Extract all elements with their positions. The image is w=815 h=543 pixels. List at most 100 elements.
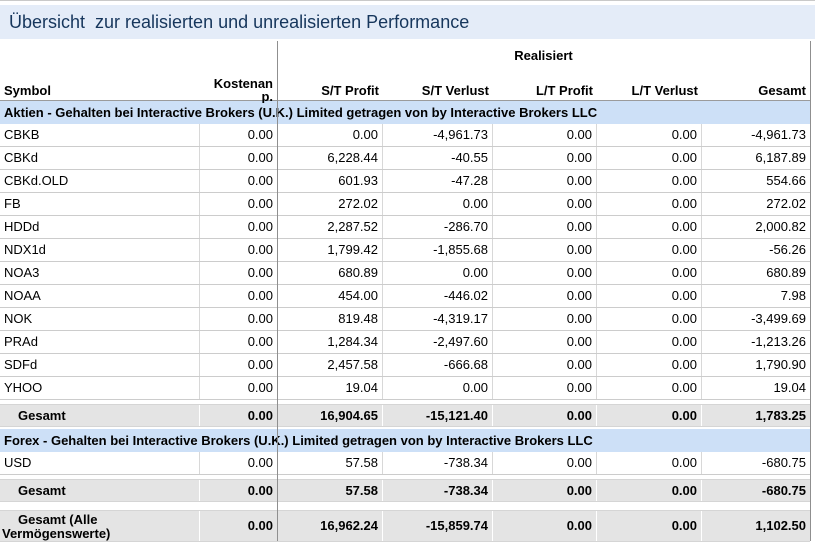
- table-row: PRAd 0.00 1,284.34 -2,497.60 0.00 0.00 -1,213.…: [0, 331, 810, 354]
- section-header: Aktien - Gehalten bei Interactive Broker…: [0, 101, 810, 124]
- total-value-cell: -738.34: [383, 480, 493, 501]
- row-value-cell: 0.00: [247, 380, 273, 395]
- symbol-cell: USD: [0, 452, 200, 474]
- row-value-cell: -446.02: [383, 285, 493, 307]
- page-title: Übersicht zur realisierten und unrealisi…: [9, 12, 470, 32]
- col-header-lt-profit: L/T Profit: [535, 83, 593, 98]
- col-header-st-verlust: S/T Verlust: [421, 83, 489, 98]
- column-header-row: Symbol Kostenan p. S/T Profit S/T Verlus…: [0, 72, 810, 103]
- row-value-cell: 7.98: [780, 288, 806, 303]
- symbol-cell: PRAd: [0, 331, 200, 353]
- row-value-cell: 272.02: [277, 193, 383, 215]
- row-value-cell: -4,319.17: [383, 308, 493, 330]
- row-value-cell: 0.00: [247, 265, 273, 280]
- col-header-symbol: Symbol: [4, 83, 51, 98]
- row-gap: [0, 427, 810, 429]
- symbol-cell: NOAA: [0, 285, 200, 307]
- row-value-cell: 19.04: [773, 380, 806, 395]
- row-value-cell: 0.00: [247, 288, 273, 303]
- row-value-cell: 0.00: [247, 173, 273, 188]
- row-value-cell: -56.26: [769, 242, 806, 257]
- total-value-cell: 57.58: [277, 480, 383, 501]
- table-row: NOK 0.00 819.48 -4,319.17 0.00 0.00 -3,499.69: [0, 308, 810, 331]
- row-value-cell: 0.00: [493, 331, 597, 353]
- symbol-cell: YHOO: [0, 377, 200, 399]
- performance-table: Realisiert Symbol Kostenan p. S/T Profit…: [0, 41, 811, 542]
- row-value-cell: 57.58: [277, 452, 383, 474]
- table-row: FB 0.00 272.02 0.00 0.00 0.00 272.02: [0, 193, 810, 216]
- row-value-cell: 0.00: [597, 239, 702, 261]
- symbol-cell: SDFd: [0, 354, 200, 376]
- row-value-cell: 0.00: [247, 150, 273, 165]
- grand-total-value-cell: 0.00: [247, 518, 273, 533]
- row-value-cell: 0.00: [247, 127, 273, 142]
- row-value-cell: -1,855.68: [383, 239, 493, 261]
- total-label-cell: Gesamt: [0, 405, 200, 426]
- row-value-cell: 0.00: [597, 193, 702, 215]
- row-value-cell: 0.00: [597, 216, 702, 238]
- row-value-cell: 6,228.44: [277, 147, 383, 169]
- table-body: Aktien - Gehalten bei Interactive Broker…: [0, 101, 811, 542]
- grand-total-row: Gesamt (Alle Vermögenswerte) 0.00 16,962.24…: [0, 510, 810, 542]
- total-value-cell: 0.00: [247, 483, 273, 498]
- col-header-lt-verlust: L/T Verlust: [631, 83, 698, 98]
- row-value-cell: 19.04: [277, 377, 383, 399]
- row-value-cell: 1,284.34: [277, 331, 383, 353]
- symbol-cell: NOA3: [0, 262, 200, 284]
- row-value-cell: 0.00: [493, 262, 597, 284]
- table-row: YHOO 0.00 19.04 0.00 0.00 0.00 19.04: [0, 377, 810, 400]
- row-value-cell: 0.00: [597, 377, 702, 399]
- grand-total-label-line1: Gesamt (Alle: [18, 512, 98, 527]
- row-value-cell: 0.00: [597, 262, 702, 284]
- symbol-cell: NOK: [0, 308, 200, 330]
- row-value-cell: 2,287.52: [277, 216, 383, 238]
- row-value-cell: 6,187.89: [755, 150, 806, 165]
- row-value-cell: 0.00: [247, 196, 273, 211]
- symbol-cell: CBKd.OLD: [0, 170, 200, 192]
- row-value-cell: 0.00: [247, 242, 273, 257]
- total-value-cell: -680.75: [761, 483, 806, 498]
- row-value-cell: 0.00: [597, 452, 702, 474]
- row-value-cell: 1,799.42: [277, 239, 383, 261]
- grand-total-value-cell: 1,102.50: [755, 518, 806, 533]
- table-row: NDX1d 0.00 1,799.42 -1,855.68 0.00 0.00 -56.26: [0, 239, 810, 262]
- row-value-cell: -3,499.69: [751, 311, 806, 326]
- row-value-cell: 272.02: [766, 196, 806, 211]
- table-row: CBKd.OLD 0.00 601.93 -47.28 0.00 0.00 554.66: [0, 170, 810, 193]
- row-value-cell: 0.00: [383, 377, 493, 399]
- total-value-cell: 0.00: [493, 480, 597, 501]
- total-value-cell: 0.00: [493, 405, 597, 426]
- row-value-cell: 0.00: [383, 262, 493, 284]
- row-value-cell: 454.00: [277, 285, 383, 307]
- realized-group-divider-line: [277, 41, 278, 541]
- table-row: HDDd 0.00 2,287.52 -286.70 0.00 0.00 2,000.82: [0, 216, 810, 239]
- row-value-cell: 0.00: [493, 124, 597, 146]
- total-value-cell: 0.00: [597, 405, 702, 426]
- row-value-cell: 819.48: [277, 308, 383, 330]
- total-value-cell: 1,783.25: [755, 408, 806, 423]
- row-value-cell: 680.89: [766, 265, 806, 280]
- row-gap: [0, 475, 810, 479]
- row-value-cell: 0.00: [597, 354, 702, 376]
- grand-total-value-cell: 16,962.24: [277, 511, 383, 541]
- symbol-cell: CBKd: [0, 147, 200, 169]
- row-value-cell: 0.00: [597, 331, 702, 353]
- row-value-cell: 0.00: [247, 334, 273, 349]
- total-value-cell: 0.00: [597, 480, 702, 501]
- table-row: CBKB 0.00 0.00 -4,961.73 0.00 0.00 -4,961.73: [0, 124, 810, 147]
- symbol-cell: FB: [0, 193, 200, 215]
- row-gap: [0, 400, 810, 404]
- total-label-cell: Gesamt: [0, 480, 200, 501]
- table-right-border-line: [810, 41, 811, 541]
- section-header: Forex - Gehalten bei Interactive Brokers…: [0, 429, 810, 452]
- row-value-cell: 0.00: [493, 193, 597, 215]
- row-value-cell: -680.75: [761, 455, 806, 470]
- col-header-st-profit: S/T Profit: [321, 83, 379, 98]
- row-value-cell: 0.00: [493, 308, 597, 330]
- row-value-cell: -4,961.73: [751, 127, 806, 142]
- row-value-cell: 0.00: [493, 285, 597, 307]
- row-value-cell: 0.00: [493, 354, 597, 376]
- row-value-cell: -286.70: [383, 216, 493, 238]
- total-value-cell: 0.00: [247, 408, 273, 423]
